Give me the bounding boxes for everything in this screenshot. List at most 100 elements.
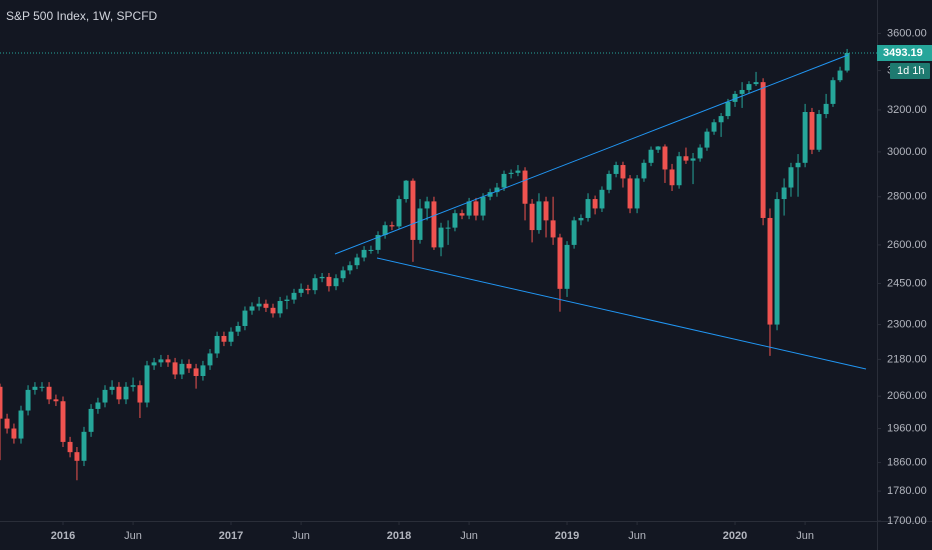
candle-body [256, 303, 262, 307]
candle-body [452, 213, 458, 228]
candle-body [823, 103, 829, 115]
candle-body [207, 353, 213, 366]
candle-body [242, 310, 248, 326]
candle-body [95, 402, 101, 409]
y-tick-label: 1700.00 [887, 515, 927, 527]
candle-body [18, 410, 24, 439]
x-tick-label: Jun [796, 530, 814, 542]
candle-body [690, 158, 696, 161]
candle-body [704, 131, 710, 148]
plot [0, 48, 850, 481]
y-tick-label: 1960.00 [887, 422, 927, 434]
candle-body [277, 300, 283, 314]
candle-body [193, 368, 199, 376]
y-tick-label: 2450.00 [887, 277, 927, 289]
x-tick-label: 2020 [723, 530, 747, 542]
candle-body [816, 114, 822, 150]
candle-body [137, 385, 143, 403]
candle-body [53, 399, 59, 402]
candle-body [39, 386, 45, 388]
candle-body [249, 306, 255, 311]
candle-body [186, 363, 192, 369]
candle-body [809, 111, 815, 150]
candle-body [501, 173, 507, 188]
candle-body [564, 244, 570, 289]
candle-body [291, 292, 297, 300]
candle-body [445, 227, 451, 229]
candle-body [417, 208, 423, 240]
candle-body [494, 187, 500, 193]
candle-body [60, 401, 66, 442]
candle-body [123, 386, 129, 400]
candle-body [32, 386, 38, 390]
x-tick-label: Jun [460, 530, 478, 542]
candle-body [676, 156, 682, 186]
countdown-box [890, 62, 930, 79]
candle-body [725, 101, 731, 117]
candle-body [508, 172, 514, 174]
candle-body [284, 299, 290, 301]
candle-body [746, 84, 752, 90]
last-price-box [877, 44, 932, 61]
candle-body [480, 196, 486, 216]
candle-body [200, 365, 206, 376]
candle-body [326, 276, 332, 287]
candle-body [802, 111, 808, 163]
candle-body [158, 359, 164, 363]
last-price-label: 3493.19 [883, 47, 923, 59]
candle-body [312, 278, 318, 291]
candle-body [235, 325, 241, 332]
candle-body [697, 147, 703, 159]
candle-body [0, 386, 3, 419]
candle-body [109, 386, 115, 390]
candle-body [641, 162, 647, 179]
candle-body [774, 199, 780, 325]
candle-body [88, 408, 94, 432]
candle-body [389, 225, 395, 227]
candle-body [795, 162, 801, 168]
candle-body [620, 165, 626, 179]
candle-body [767, 217, 773, 325]
candle-body [837, 70, 843, 81]
candle-body [144, 365, 150, 403]
candle-body [102, 389, 108, 403]
trend-line[interactable] [334, 54, 849, 255]
candle-body [228, 331, 234, 342]
y-tick-label: 2600.00 [887, 239, 927, 251]
candle-body [529, 203, 535, 231]
y-tick-label: 3200.00 [887, 104, 927, 116]
candle-body [116, 386, 122, 400]
candle-body [732, 93, 738, 102]
candle-body [298, 288, 304, 293]
candle-body [221, 335, 227, 342]
candle-body [347, 265, 353, 271]
candle-body [473, 201, 479, 216]
x-tick-label: Jun [628, 530, 646, 542]
candle-body [165, 359, 171, 363]
candle-body [606, 173, 612, 190]
candle-body [592, 199, 598, 209]
candle-body [627, 178, 633, 209]
candle-body [760, 82, 766, 218]
candle-body [599, 189, 605, 209]
candle-body [172, 362, 178, 375]
candle-body [487, 192, 493, 197]
candle-body [375, 234, 381, 250]
x-tick-label: 2018 [387, 530, 411, 542]
candle-body [305, 288, 311, 291]
candle-body [557, 237, 563, 289]
candle-body [536, 201, 542, 231]
candle-body [550, 220, 556, 238]
candle-body [81, 431, 87, 461]
candle-body [753, 82, 759, 85]
x-tick-label: 2017 [219, 530, 243, 542]
y-tick-label: 1780.00 [887, 485, 927, 497]
candle-body [648, 149, 654, 163]
y-tick-label: 2800.00 [887, 191, 927, 203]
candle-body [130, 385, 136, 387]
x-tick-label: Jun [124, 530, 142, 542]
trend-line[interactable] [376, 257, 867, 370]
